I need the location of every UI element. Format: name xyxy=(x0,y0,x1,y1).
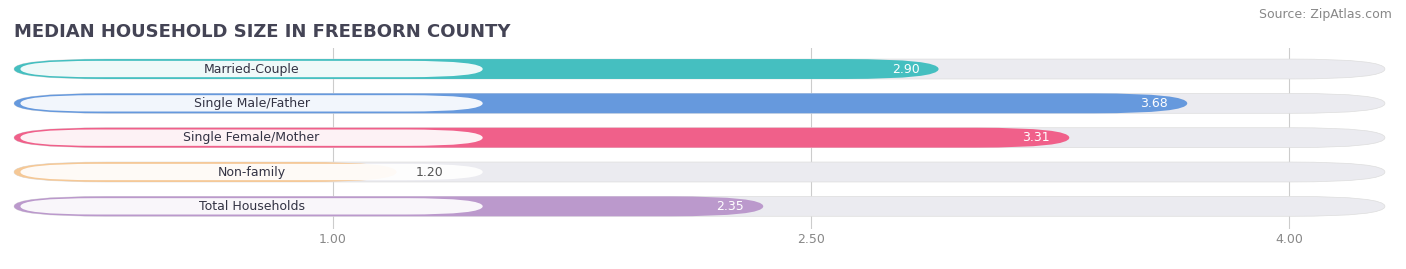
Text: Non-family: Non-family xyxy=(218,165,285,179)
FancyBboxPatch shape xyxy=(21,198,482,214)
FancyBboxPatch shape xyxy=(14,93,1187,113)
Text: 3.31: 3.31 xyxy=(1022,131,1050,144)
FancyBboxPatch shape xyxy=(21,164,482,180)
Text: 1.20: 1.20 xyxy=(416,165,443,179)
Text: Source: ZipAtlas.com: Source: ZipAtlas.com xyxy=(1258,8,1392,21)
FancyBboxPatch shape xyxy=(14,196,1385,216)
Text: 2.90: 2.90 xyxy=(891,62,920,76)
Text: MEDIAN HOUSEHOLD SIZE IN FREEBORN COUNTY: MEDIAN HOUSEHOLD SIZE IN FREEBORN COUNTY xyxy=(14,23,510,41)
FancyBboxPatch shape xyxy=(14,162,1385,182)
FancyBboxPatch shape xyxy=(14,162,396,182)
Text: Single Male/Father: Single Male/Father xyxy=(194,97,309,110)
FancyBboxPatch shape xyxy=(14,93,1385,113)
Text: Total Households: Total Households xyxy=(198,200,305,213)
FancyBboxPatch shape xyxy=(14,59,939,79)
Text: Married-Couple: Married-Couple xyxy=(204,62,299,76)
FancyBboxPatch shape xyxy=(21,129,482,146)
FancyBboxPatch shape xyxy=(21,61,482,77)
FancyBboxPatch shape xyxy=(14,128,1070,148)
Text: 2.35: 2.35 xyxy=(717,200,744,213)
FancyBboxPatch shape xyxy=(14,196,763,216)
Text: 3.68: 3.68 xyxy=(1140,97,1168,110)
Text: Single Female/Mother: Single Female/Mother xyxy=(183,131,319,144)
FancyBboxPatch shape xyxy=(14,59,1385,79)
FancyBboxPatch shape xyxy=(14,128,1385,148)
FancyBboxPatch shape xyxy=(21,95,482,112)
